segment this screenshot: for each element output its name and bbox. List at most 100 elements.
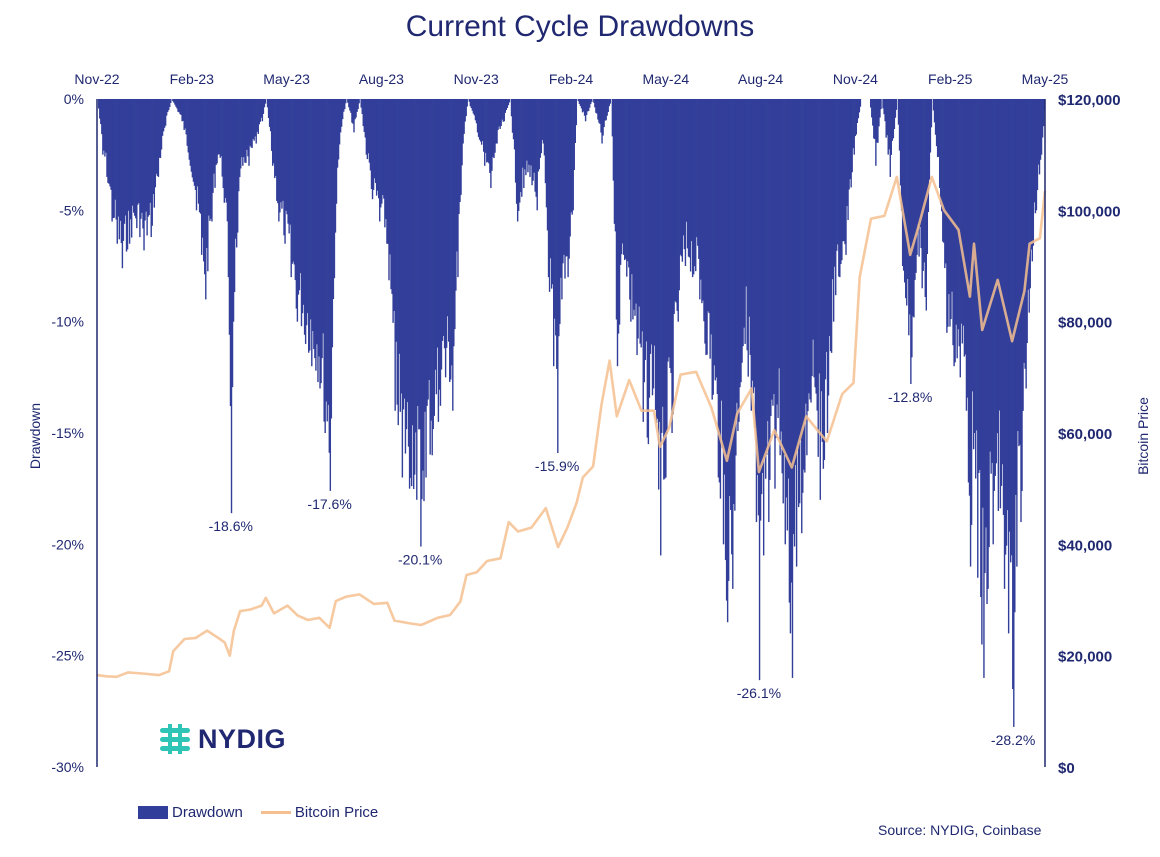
drawdown-bar [883,99,885,115]
drawdown-bar [181,99,183,122]
drawdown-bar [487,99,489,162]
drawdown-annotation: -18.6% [209,518,253,534]
drawdown-bar [99,99,101,119]
drawdown-bar [579,99,582,107]
drawdown-bar [615,99,618,320]
drawdown-bar [663,99,665,480]
drawdown-bar [733,99,735,504]
drawdown-bar [953,99,955,367]
drawdown-bar [644,99,646,361]
drawdown-bar [146,99,148,236]
drawdown-bar [163,99,166,128]
drawdown-bar [667,99,669,362]
drawdown-bar [525,99,527,176]
drawdown-bar [678,99,680,291]
drawdown-bar [583,99,586,116]
drawdown-bar [875,99,877,166]
y-left-tick-label: -5% [59,202,84,218]
drawdown-bar [148,99,150,216]
drawdown-bar [204,99,206,275]
drawdown-bar [778,99,780,369]
x-axis-ticks: Nov-22 Feb-23 May-23 Aug-23 Nov-23 Feb-24 May-… [74,71,1068,87]
drawdown-bar [364,99,367,138]
drawdown-bar [469,99,472,107]
y-right-tick-label: $100,000 [1058,203,1121,220]
drawdown-bar [889,99,891,177]
drawdown-bar [937,99,940,157]
drawdown-bar [792,99,795,535]
drawdown-bar [697,99,699,246]
drawdown-bar [238,99,240,192]
y-right-tick-label: $60,000 [1058,426,1112,443]
drawdown-bar [983,99,985,678]
drawdown-bar [654,99,657,410]
drawdown-bar [785,99,788,498]
drawdown-bar [822,99,825,469]
drawdown-bar [471,99,474,111]
drawdown-bar [686,99,689,249]
drawdown-bar [523,99,525,189]
drawdown-bar [205,99,207,300]
drawdown-bar [938,99,941,189]
drawdown-bar [196,99,199,187]
drawdown-bar [243,99,245,158]
drawdown-bar [323,99,325,422]
drawdown-bar [566,99,568,257]
drawdown-bar [918,99,920,257]
drawdown-bar [850,99,852,188]
drawdown-bar [645,99,648,342]
drawdown-bar [816,99,818,411]
drawdown-bar [1018,99,1020,447]
drawdown-bar [288,99,290,234]
drawdown-bar [611,99,614,137]
drawdown-bar [352,99,354,124]
drawdown-bar [150,99,152,238]
drawdown-bar [193,99,196,186]
drawdown-bar [906,99,908,306]
drawdown-bar [183,99,185,130]
drawdown-bar [268,99,271,127]
drawdown-bar [316,99,318,345]
drawdown-bar [582,99,585,112]
drawdown-bar [1020,99,1022,523]
drawdown-bar [648,99,651,398]
y-right-tick-label: $120,000 [1058,92,1121,109]
drawdown-bar [622,99,625,255]
drawdown-bar [395,99,397,342]
drawdown-bar [133,99,135,213]
drawdown-bar [803,99,805,470]
drawdown-bar [292,99,294,262]
drawdown-bar [921,99,923,289]
drawdown-bar [602,99,604,136]
drawdown-bar [572,99,574,211]
drawdown-bar [230,99,233,514]
drawdown-bar [929,99,932,153]
drawdown-bar [116,99,118,244]
drawdown-bar [162,99,165,132]
drawdown-bar [391,99,393,294]
drawdown-bar [556,99,558,369]
drawdown-bar [793,99,796,547]
drawdown-bar [1014,99,1016,613]
drawdown-bar [347,99,349,103]
drawdown-bar [495,99,497,144]
drawdown-bar [841,99,843,261]
drawdown-bar [789,99,792,634]
drawdown-bar [635,99,637,304]
drawdown-bar [613,99,616,224]
drawdown-bar [884,99,886,122]
drawdown-bar [677,99,679,322]
drawdown-bar [484,99,486,166]
drawdown-bar [547,99,550,278]
drawdown-bar [115,99,117,220]
drawdown-bar [534,99,536,192]
drawdown-bar [531,99,533,186]
drawdown-bar [328,99,330,453]
drawdown-bar [479,99,482,142]
drawdown-bar [179,99,181,115]
drawdown-bar [977,99,979,578]
drawdown-bar [437,99,440,422]
drawdown-bar [130,99,133,238]
drawdown-bar [274,99,276,179]
drawdown-bar [430,99,432,421]
